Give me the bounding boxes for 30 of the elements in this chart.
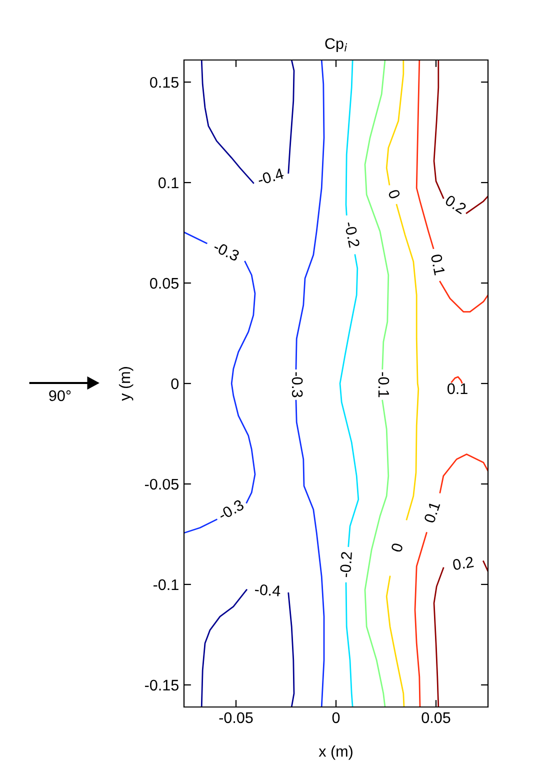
x-tick-label: -0.05 — [219, 712, 253, 724]
series-label: 0.1 — [448, 383, 468, 394]
y-tick-label: 0.15 — [150, 76, 178, 88]
x-tick-label: 0.05 — [422, 712, 450, 724]
line-series — [450, 376, 463, 384]
text: 0.1 — [424, 501, 440, 524]
y-tick-label: 0 — [171, 378, 179, 390]
text: 90° — [49, 390, 71, 402]
y-tick-label: 0.05 — [150, 278, 178, 289]
x-tick-label: 0 — [332, 712, 340, 724]
y-tick-label: -0.1 — [153, 579, 178, 590]
x-axis-title: x (m) — [318, 746, 352, 760]
text: -0.3 — [214, 243, 240, 262]
text: -0.3 — [292, 372, 303, 398]
text: 0 — [388, 188, 401, 200]
text: 0.1 — [430, 254, 446, 276]
text: 0.2 — [452, 556, 474, 570]
y-tick-label: -0.05 — [145, 478, 178, 490]
text: -0.4 — [257, 168, 284, 186]
chart-title: Cp$_{i}$ — [325, 38, 348, 52]
y-tick-label: -0.15 — [145, 680, 178, 691]
text: -0.2 — [340, 552, 352, 578]
text: -0.2 — [345, 222, 360, 248]
y-axis-title: y (m) — [118, 367, 134, 401]
series-label: -0.4 — [254, 584, 281, 597]
text: 0.2 — [444, 194, 467, 214]
text: 0 — [390, 542, 404, 553]
text: -0.1 — [378, 372, 390, 398]
y-tick-label: 0.1 — [158, 177, 178, 188]
text: -0.3 — [217, 499, 244, 521]
